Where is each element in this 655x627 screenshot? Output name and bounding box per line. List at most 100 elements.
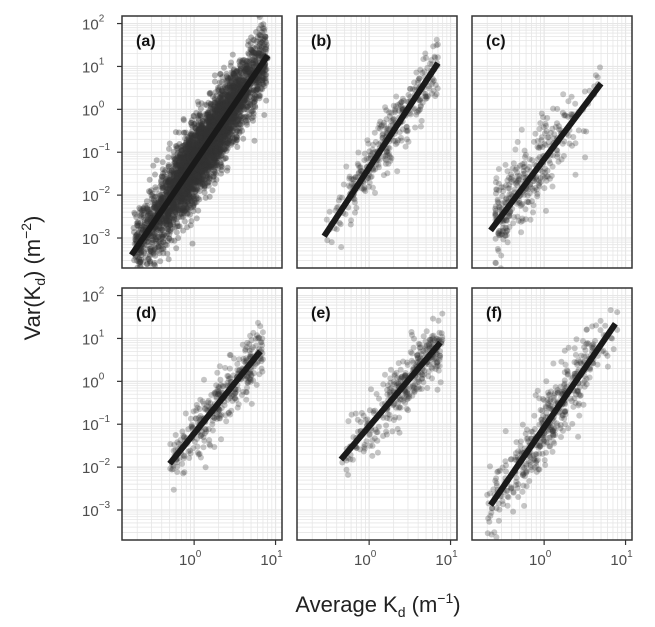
data-point bbox=[178, 198, 185, 204]
data-point bbox=[499, 193, 506, 200]
data-point bbox=[158, 231, 165, 238]
data-point bbox=[209, 123, 216, 130]
data-point bbox=[187, 154, 193, 161]
data-point bbox=[184, 143, 191, 149]
data-point bbox=[230, 118, 237, 125]
data-point bbox=[514, 139, 521, 145]
data-point bbox=[217, 103, 224, 110]
data-point bbox=[196, 196, 203, 203]
data-point bbox=[172, 432, 179, 438]
data-point bbox=[403, 127, 410, 134]
data-point bbox=[198, 159, 204, 166]
data-point bbox=[255, 43, 262, 50]
data-point bbox=[199, 168, 206, 175]
data-point bbox=[233, 79, 240, 86]
data-point bbox=[170, 153, 177, 160]
data-point bbox=[493, 175, 500, 182]
data-point bbox=[191, 148, 198, 155]
data-point bbox=[212, 164, 219, 171]
data-point bbox=[252, 104, 259, 111]
data-point bbox=[201, 167, 208, 173]
data-point bbox=[153, 226, 160, 232]
data-point bbox=[250, 113, 257, 120]
data-point bbox=[206, 90, 213, 97]
data-point bbox=[150, 271, 156, 277]
data-point bbox=[197, 126, 204, 133]
data-point bbox=[215, 153, 222, 160]
data-point bbox=[204, 126, 211, 133]
data-point bbox=[191, 172, 198, 179]
data-point bbox=[527, 216, 534, 223]
data-point bbox=[165, 211, 172, 218]
data-point bbox=[326, 208, 333, 215]
data-point bbox=[215, 101, 222, 108]
data-point bbox=[239, 57, 246, 64]
data-point bbox=[189, 191, 196, 198]
data-point bbox=[213, 155, 220, 162]
data-point bbox=[506, 191, 513, 198]
data-point bbox=[189, 151, 196, 158]
data-point bbox=[173, 177, 180, 184]
data-point bbox=[167, 222, 174, 228]
data-point bbox=[530, 202, 537, 209]
data-point bbox=[143, 205, 150, 211]
data-point bbox=[504, 168, 511, 175]
data-point bbox=[196, 169, 203, 176]
data-point bbox=[176, 196, 183, 203]
data-point bbox=[213, 155, 220, 162]
data-point bbox=[174, 170, 181, 177]
data-point bbox=[254, 79, 261, 86]
data-point bbox=[193, 129, 200, 135]
data-point bbox=[135, 229, 142, 236]
data-point bbox=[244, 92, 250, 99]
data-point bbox=[226, 125, 233, 132]
data-point bbox=[369, 184, 376, 191]
data-point bbox=[229, 139, 236, 145]
data-point bbox=[206, 124, 213, 130]
data-point bbox=[211, 72, 218, 79]
data-point bbox=[202, 128, 209, 135]
data-point bbox=[228, 117, 235, 124]
data-point bbox=[256, 50, 263, 57]
data-point bbox=[193, 140, 200, 146]
data-point bbox=[234, 116, 241, 123]
data-point bbox=[177, 154, 184, 160]
data-point bbox=[244, 104, 251, 111]
data-point bbox=[176, 129, 182, 136]
data-point bbox=[184, 180, 191, 187]
data-point bbox=[221, 146, 228, 153]
data-point bbox=[201, 135, 208, 142]
data-point bbox=[205, 117, 212, 124]
data-point bbox=[132, 234, 139, 240]
data-point bbox=[204, 157, 210, 164]
data-point bbox=[224, 139, 231, 146]
data-point bbox=[201, 161, 208, 168]
data-point bbox=[208, 152, 214, 159]
data-point bbox=[207, 89, 214, 96]
data-point bbox=[188, 218, 195, 224]
data-point bbox=[179, 194, 186, 201]
data-point bbox=[177, 164, 184, 170]
data-point bbox=[208, 117, 215, 124]
data-point bbox=[195, 132, 202, 138]
data-point bbox=[495, 203, 502, 210]
data-point bbox=[184, 191, 191, 198]
data-point bbox=[251, 92, 258, 99]
data-point bbox=[149, 236, 156, 243]
data-point bbox=[394, 168, 401, 175]
data-point bbox=[230, 116, 237, 123]
data-point bbox=[227, 125, 234, 132]
data-point bbox=[213, 115, 220, 122]
data-point bbox=[188, 141, 195, 148]
data-point bbox=[208, 151, 215, 158]
data-point bbox=[206, 152, 213, 158]
data-point bbox=[233, 88, 240, 95]
data-point bbox=[178, 148, 185, 154]
data-point bbox=[217, 95, 224, 102]
data-point bbox=[164, 237, 171, 244]
data-point bbox=[251, 57, 258, 64]
data-point bbox=[396, 129, 403, 136]
data-point bbox=[177, 165, 184, 172]
data-point bbox=[215, 84, 221, 91]
data-point bbox=[530, 209, 536, 216]
